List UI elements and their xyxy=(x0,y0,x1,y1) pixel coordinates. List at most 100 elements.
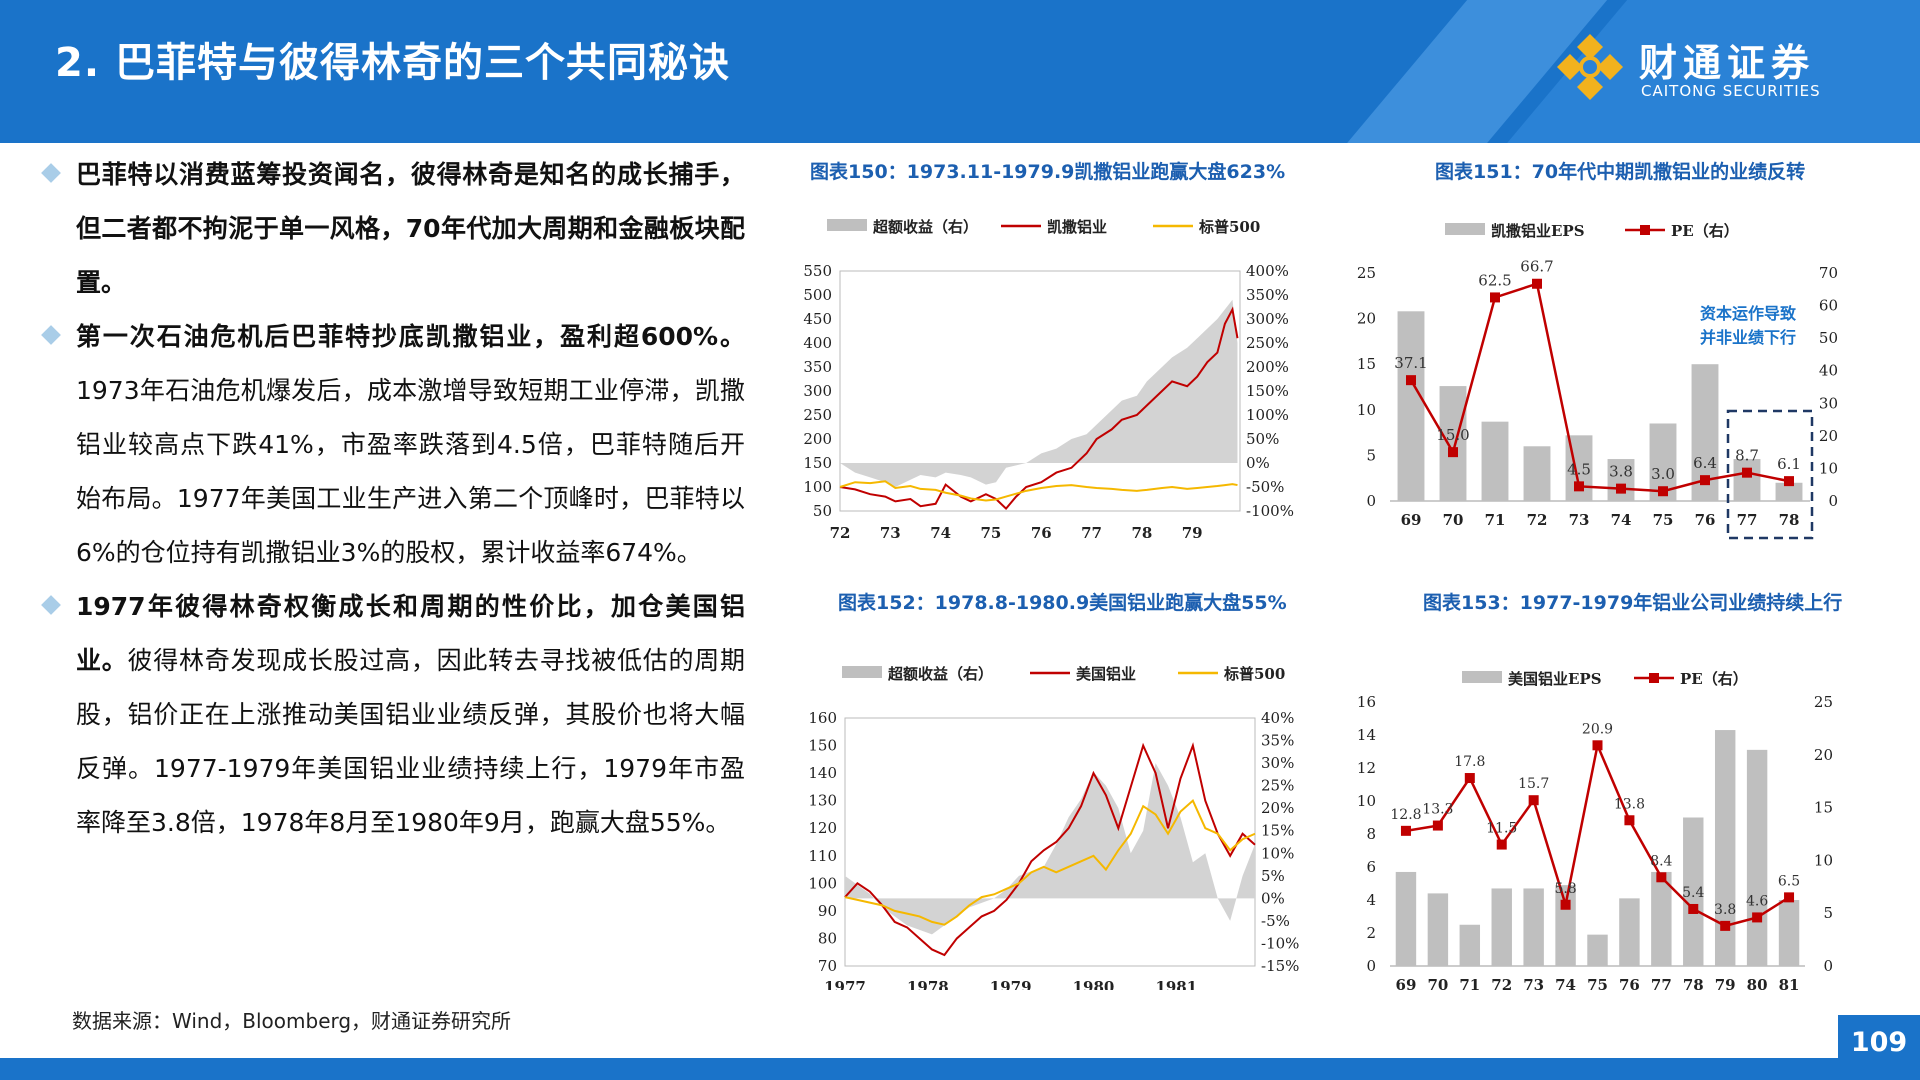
pe-marker xyxy=(1784,892,1795,903)
pe-marker xyxy=(1574,481,1584,492)
x-tick-label: 74 xyxy=(1555,976,1576,990)
y-right-tick-label: 25% xyxy=(1261,777,1294,795)
eps-bar xyxy=(1683,817,1704,966)
legend-label: PE（右） xyxy=(1671,222,1739,240)
y-right-tick-label: 30 xyxy=(1819,394,1838,412)
bullet-text: 彼得林奇发现成长股过高，因此转去寻找被低估的周期股，铝价正在上涨推动美国铝业业绩… xyxy=(76,646,745,837)
y-left-tick-label: 300 xyxy=(803,382,832,400)
x-tick-label: 72 xyxy=(1527,511,1548,529)
chart153-title: 图表153：1977-1979年铝业公司业绩持续上行 xyxy=(1423,592,1843,614)
plot-frame xyxy=(839,270,1241,512)
legend-label: 标普500 xyxy=(1223,665,1285,683)
sp500-line xyxy=(844,799,1256,926)
bullet-item: 巴菲特以消费蓝筹投资闻名，彼得林奇是知名的成长捕手，但二者都不拘泥于单一风格，7… xyxy=(40,148,745,310)
y-right-tick-label: -50% xyxy=(1246,478,1284,496)
excess-return-area xyxy=(840,299,1238,487)
x-tick-label: 77 xyxy=(1081,524,1102,542)
x-tick-label: 71 xyxy=(1485,511,1506,529)
eps-bar xyxy=(1587,934,1608,966)
y-left-tick-label: 2 xyxy=(1366,924,1376,942)
pe-marker xyxy=(1464,773,1475,784)
y-left-tick-label: 100 xyxy=(808,874,837,892)
y-left-tick-label: 0 xyxy=(1366,492,1376,510)
bullet-item: 1977年彼得林奇权衡成长和周期的性价比，加仓美国铝业。彼得林奇发现成长股过高，… xyxy=(40,580,745,850)
pe-marker xyxy=(1688,903,1699,914)
pe-marker xyxy=(1528,795,1539,806)
annotation-text: 并非业绩下行 xyxy=(1700,328,1796,347)
y-left-tick-label: 250 xyxy=(803,406,832,424)
pe-data-label: 3.0 xyxy=(1651,465,1675,483)
eps-bar xyxy=(1427,893,1449,966)
pe-data-label: 13.3 xyxy=(1422,802,1453,818)
page-number: 109 xyxy=(1838,1015,1920,1080)
y-right-tick-label: 70 xyxy=(1819,264,1838,282)
y-right-tick-label: 5 xyxy=(1823,904,1833,922)
bullet-diamond-icon xyxy=(41,325,61,345)
y-right-tick-label: 35% xyxy=(1261,732,1294,750)
y-right-tick-label: -15% xyxy=(1261,957,1299,975)
eps-bar xyxy=(1619,898,1640,966)
eps-bar xyxy=(1714,730,1736,966)
pe-data-label: 5.8 xyxy=(1554,881,1576,897)
pe-data-label: 15.0 xyxy=(1436,426,1469,444)
y-left-tick-label: 110 xyxy=(808,847,837,865)
pe-marker xyxy=(1448,447,1458,458)
y-right-tick-label: 0% xyxy=(1246,454,1270,472)
y-right-tick-label: 20% xyxy=(1261,799,1294,817)
eps-bar xyxy=(1778,900,1800,966)
x-tick-label: 78 xyxy=(1683,976,1704,990)
x-tick-label: 79 xyxy=(1182,524,1203,542)
x-tick-label: 73 xyxy=(1569,511,1590,529)
y-left-tick-label: 10 xyxy=(1357,401,1376,419)
y-left-tick-label: 80 xyxy=(818,929,837,947)
legend-label: 美国铝业 xyxy=(1076,665,1136,683)
pe-marker xyxy=(1406,375,1416,386)
pe-data-label: 4.6 xyxy=(1746,893,1768,909)
x-tick-label: 69 xyxy=(1401,511,1422,529)
legend-label: PE（右） xyxy=(1680,670,1748,688)
caitong-logo-icon xyxy=(1557,34,1623,100)
eps-bar xyxy=(1459,924,1481,966)
y-right-tick-label: 5% xyxy=(1261,867,1285,885)
legend-label: 超额收益（右） xyxy=(872,218,978,236)
legend-swatch xyxy=(827,219,867,231)
y-right-tick-label: 40 xyxy=(1819,362,1838,380)
y-left-tick-label: 350 xyxy=(803,358,832,376)
pe-data-label: 15.7 xyxy=(1518,776,1549,792)
bullet-text: 1973年石油危机爆发后，成本激增导致短期工业停滞，凯撒铝业较高点下跌41%，市… xyxy=(76,376,745,567)
eps-bar xyxy=(1523,888,1544,966)
page-title: 2. 巴菲特与彼得林奇的三个共同秘诀 xyxy=(55,40,730,86)
pe-marker xyxy=(1624,815,1635,826)
bullet-bold-text: 1977年彼得林奇权衡成长和周期的性价比，加仓美国铝业。 xyxy=(76,592,745,675)
pe-data-label: 3.8 xyxy=(1609,463,1633,481)
plot-frame xyxy=(844,717,1256,967)
pe-marker xyxy=(1400,825,1411,836)
y-right-tick-label: 400% xyxy=(1246,262,1289,280)
bullet-diamond-icon xyxy=(41,595,61,615)
y-left-tick-label: 50 xyxy=(813,502,832,520)
y-left-tick-label: 160 xyxy=(808,709,837,727)
logo-text-cn: 财通证券 xyxy=(1639,41,1816,85)
y-left-tick-label: 130 xyxy=(808,792,837,810)
chart150-title: 图表150：1973.11-1979.9凯撒铝业跑赢大盘623% xyxy=(810,161,1286,183)
pe-data-label: 6.1 xyxy=(1777,455,1801,473)
chart152-title: 图表152：1978.8-1980.9美国铝业跑赢大盘55% xyxy=(838,592,1287,614)
x-tick-label: 81 xyxy=(1779,976,1800,990)
eps-bar xyxy=(1746,749,1768,966)
x-tick-label: 73 xyxy=(1523,976,1544,990)
legend-swatch xyxy=(1445,223,1485,235)
x-tick-label: 77 xyxy=(1737,511,1758,529)
y-right-tick-label: 40% xyxy=(1261,709,1294,727)
y-right-tick-label: 10% xyxy=(1261,844,1294,862)
pe-data-label: 8.7 xyxy=(1735,447,1759,465)
legend-label: 凯撒铝业EPS xyxy=(1491,222,1585,240)
y-right-tick-label: 10 xyxy=(1819,459,1838,477)
company-logo: 财通证券 CAITONG SECURITIES xyxy=(1555,28,1855,108)
pe-marker xyxy=(1616,483,1626,494)
bullet-diamond-icon xyxy=(41,163,61,183)
bullet-item: 第一次石油危机后巴菲特抄底凯撒铝业，盈利超600%。 1973年石油危机爆发后，成… xyxy=(40,310,745,580)
y-right-tick-label: -10% xyxy=(1261,934,1299,952)
x-tick-label: 79 xyxy=(1715,976,1736,990)
